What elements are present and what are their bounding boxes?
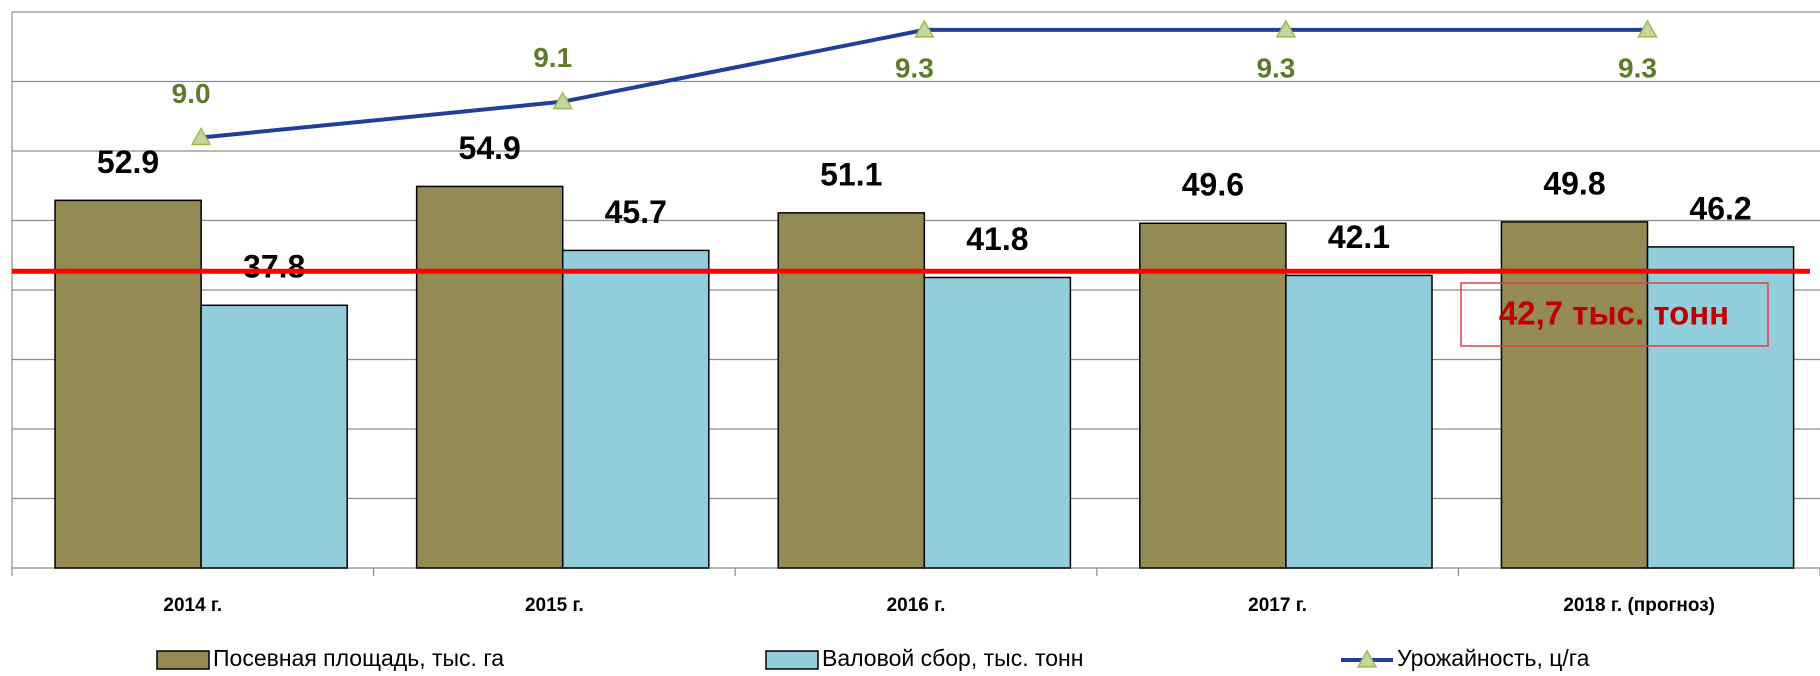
- x-tick-label: 2017 г.: [1248, 595, 1307, 616]
- x-tick-label: 2016 г.: [887, 595, 946, 616]
- legend-label: Валовой сбор, тыс. тонн: [822, 645, 1083, 671]
- data-label: 51.1: [820, 156, 882, 192]
- annotation: 42,7 тыс. тонн: [1499, 295, 1729, 332]
- data-label: 42.1: [1328, 219, 1390, 255]
- marker: [552, 91, 573, 110]
- marker: [1275, 19, 1297, 38]
- legend-swatch: [765, 650, 819, 670]
- data-label: 46.2: [1689, 190, 1751, 226]
- bar: [923, 276, 1072, 569]
- line: [200, 27, 1648, 140]
- x-tick-label: 2015 г.: [525, 595, 584, 616]
- data-label: 41.8: [966, 221, 1028, 257]
- bar: [1285, 274, 1433, 569]
- marker: [914, 19, 935, 38]
- bar: [1139, 222, 1287, 569]
- annotation-box: [1460, 282, 1769, 347]
- bar: [561, 249, 710, 569]
- legend-marker: [1356, 649, 1378, 668]
- bar: [415, 185, 564, 569]
- data-label: 49.8: [1543, 165, 1605, 201]
- data-label: 45.7: [605, 194, 667, 230]
- bar: [1500, 221, 1649, 569]
- line-label: 9.3: [895, 52, 934, 83]
- bar: [54, 199, 202, 569]
- x-tick-label: 2018 г. (прогноз): [1563, 595, 1715, 616]
- bar: [200, 304, 348, 569]
- legend-label: Посевная площадь, тыс. га: [213, 645, 504, 671]
- marker: [1637, 19, 1658, 38]
- marker: [190, 127, 212, 146]
- data-label: 52.9: [97, 144, 159, 180]
- bar: [777, 212, 926, 569]
- data-label: 54.9: [459, 130, 521, 166]
- line-label: 9.1: [533, 42, 572, 73]
- legend-label: Урожайность, ц/га: [1397, 645, 1590, 671]
- data-label: 49.6: [1182, 167, 1244, 203]
- bar: [1646, 246, 1795, 569]
- line-label: 9.3: [1256, 52, 1295, 83]
- line-label: 9.3: [1618, 52, 1657, 83]
- legend-swatch: [156, 650, 210, 670]
- data-label: 37.8: [243, 249, 305, 285]
- x-tick-label: 2014 г.: [163, 595, 222, 616]
- line-label: 9.0: [172, 78, 211, 109]
